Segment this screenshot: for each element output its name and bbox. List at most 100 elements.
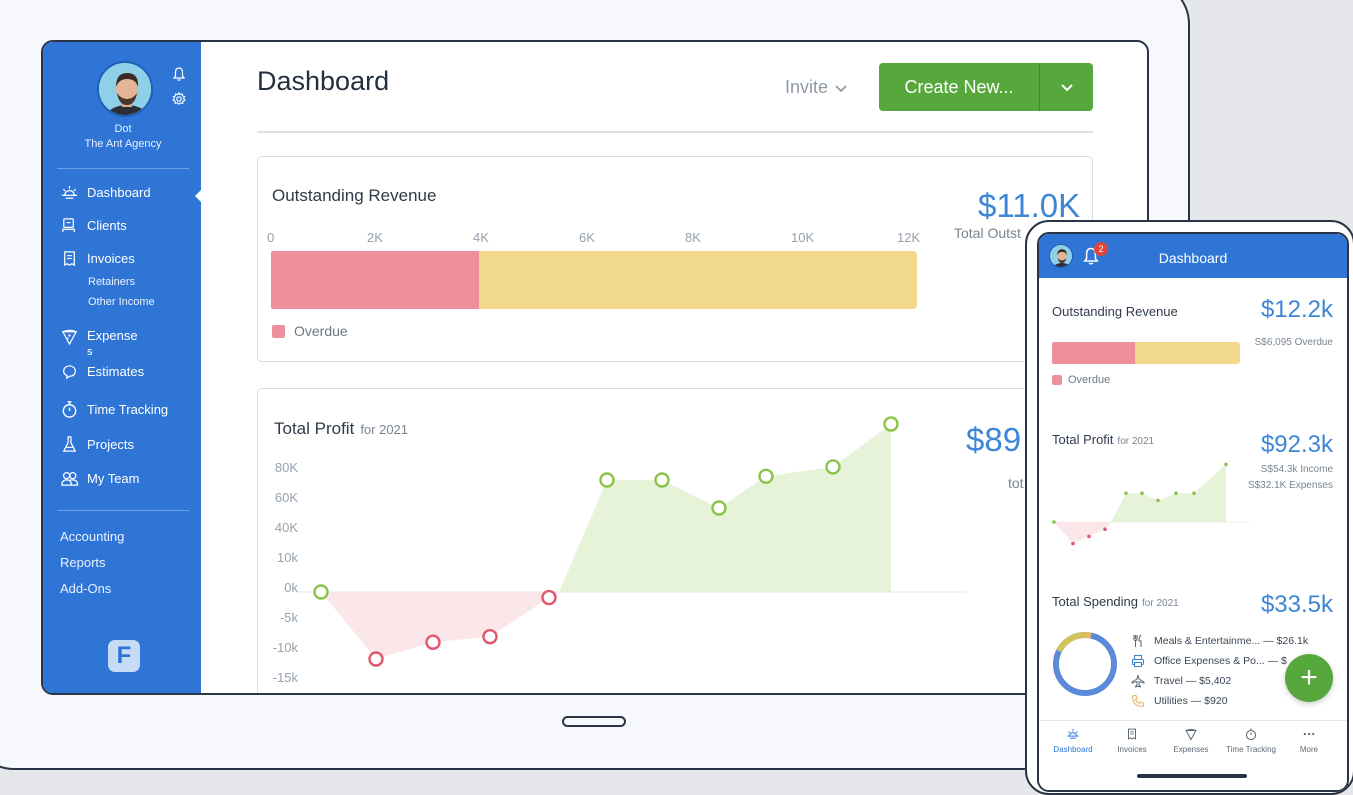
tab-more[interactable]: More <box>1279 727 1339 754</box>
phone-screen: 2 Dashboard Outstanding Revenue $12.2k S… <box>1037 232 1349 792</box>
axis-tick-label: 12K <box>897 230 921 245</box>
axis-tick-label: 8K <box>685 230 701 245</box>
profit-title: Total Profit <box>274 419 355 438</box>
phone-revenue-bar[interactable] <box>1052 342 1240 364</box>
button-divider <box>1039 63 1040 111</box>
chevron-down-icon <box>1060 84 1073 92</box>
tab-expenses[interactable]: Expenses <box>1161 727 1221 754</box>
spending-item-travel[interactable]: Travel — $5,402 <box>1131 674 1231 688</box>
data-point[interactable] <box>758 468 774 484</box>
y-tick-label: 80K <box>274 460 298 475</box>
estimates-icon <box>63 365 76 380</box>
outstanding-revenue-card[interactable]: Outstanding Revenue $11.0K Total Outst 0… <box>257 156 1093 362</box>
phone-revenue-title: Outstanding Revenue <box>1052 304 1178 319</box>
tab-invoices[interactable]: Invoices <box>1102 727 1162 754</box>
overdue-legend: Overdue <box>272 323 348 339</box>
total-profit-card[interactable]: Total Profit for 2021 $89 tot 80K 60K 40K 10… <box>257 388 1093 693</box>
y-tick-label: 40K <box>274 520 298 535</box>
data-point[interactable] <box>541 589 557 606</box>
sidebar-item-label: Estimates <box>87 364 145 379</box>
axis-tick-label: 2K <box>367 230 383 245</box>
data-point[interactable] <box>711 500 727 516</box>
legend-label: Overdue <box>294 323 348 339</box>
tab-dashboard[interactable]: Dashboard <box>1043 727 1103 754</box>
sidebar-item-invoices[interactable]: Invoices <box>60 249 135 268</box>
profit-amount: $89 <box>966 421 1022 458</box>
phone-positive-area <box>1111 464 1226 522</box>
phone-overdue-bar[interactable] <box>1052 342 1135 364</box>
freshbooks-logo: F <box>108 640 140 672</box>
sidebar-item-estimates[interactable]: Estimates <box>60 362 144 381</box>
phone-home-indicator <box>1137 774 1247 778</box>
team-icon <box>61 471 79 486</box>
data-point[interactable] <box>654 472 670 488</box>
phone-revenue-caption: S$6,095 Overdue <box>1254 337 1333 348</box>
phone-data-point <box>1087 534 1091 539</box>
phone-title: Dashboard <box>1158 250 1228 266</box>
data-point[interactable] <box>883 416 899 432</box>
phone-profit-expenses: S$32.1K Expenses <box>1247 480 1333 491</box>
notification-badge: 2 <box>1094 242 1108 256</box>
data-point[interactable] <box>313 584 329 600</box>
y-tick-label: 60K <box>274 490 298 505</box>
printer-icon <box>1131 654 1145 668</box>
phone-negative-area <box>1054 522 1111 544</box>
more-dots-icon <box>1303 732 1315 736</box>
sidebar-item-accounting[interactable]: Accounting <box>60 529 125 544</box>
sidebar-item-label: Clients <box>87 218 127 233</box>
data-point[interactable] <box>368 651 384 667</box>
sidebar-item-projects[interactable]: Projects <box>60 435 134 454</box>
phone-profit-title: Total Profit for 2021 <box>1052 432 1155 447</box>
tab-time-tracking[interactable]: Time Tracking <box>1221 727 1281 754</box>
card-title: Outstanding Revenue <box>272 186 437 205</box>
tablet-home-button <box>562 716 626 727</box>
create-new-dropdown[interactable] <box>1040 63 1093 111</box>
overdue-bar[interactable] <box>271 251 480 309</box>
bell-icon[interactable] <box>171 66 187 82</box>
sidebar-item-add-ons[interactable]: Add-Ons <box>60 581 112 596</box>
spending-item-office[interactable]: Office Expenses & Po... — $ <box>1131 654 1287 668</box>
phone-profit-chart <box>1049 462 1249 546</box>
spending-item-utilities[interactable]: Utilities — $920 <box>1131 694 1228 708</box>
sidebar-item-expenses[interactable]: Expense s <box>60 327 138 361</box>
sidebar-divider <box>57 168 189 169</box>
invite-button[interactable]: Invite <box>785 77 848 98</box>
add-fab-button[interactable]: + <box>1285 654 1333 702</box>
phone-overdue-legend: Overdue <box>1052 374 1110 386</box>
y-tick-label: 10k <box>277 550 298 565</box>
outstanding-bar[interactable] <box>271 251 917 309</box>
spending-item-meals[interactable]: Meals & Entertainme... — $26.1k <box>1131 634 1308 648</box>
clients-icon <box>62 218 75 233</box>
data-point[interactable] <box>482 628 498 645</box>
sidebar-subitem-retainers[interactable]: Retainers <box>88 276 136 288</box>
phone-frame: 2 Dashboard Outstanding Revenue $12.2k S… <box>1025 220 1353 795</box>
sidebar-item-label: Time Tracking <box>87 402 169 417</box>
outstanding-caption: Total Outst <box>954 225 1021 241</box>
legend-swatch <box>1052 375 1062 385</box>
data-point[interactable] <box>599 472 615 488</box>
sidebar-item-time-tracking[interactable]: Time Tracking <box>60 400 168 419</box>
dashboard-sun-icon <box>61 185 78 199</box>
sidebar-item-reports[interactable]: Reports <box>60 555 106 570</box>
create-new-button[interactable]: Create New... <box>879 63 1093 111</box>
y-tick-label: -5k <box>279 610 298 625</box>
avatar[interactable] <box>97 61 153 117</box>
data-point[interactable] <box>425 634 441 650</box>
card-title: Total Profit for 2021 <box>274 419 408 439</box>
axis-tick-label: 4K <box>473 230 489 245</box>
sidebar-subitem-other-income[interactable]: Other Income <box>88 296 155 308</box>
sidebar-item-dashboard[interactable]: Dashboard <box>60 183 151 202</box>
phone-revenue-amount: $12.2k <box>1260 296 1333 323</box>
sidebar-item-my-team[interactable]: My Team <box>60 469 140 488</box>
phone-data-point <box>1052 520 1056 524</box>
data-point[interactable] <box>825 459 841 475</box>
sidebar-item-label: Projects <box>87 437 134 452</box>
sidebar-item-clients[interactable]: Clients <box>60 216 127 235</box>
phone-spending-amount: $33.5k <box>1260 591 1333 618</box>
phone-avatar[interactable] <box>1049 244 1073 268</box>
gear-icon[interactable] <box>171 91 187 107</box>
invite-label: Invite <box>785 77 829 97</box>
y-tick-label: 0k <box>284 580 298 595</box>
outstanding-amount: $11.0K <box>978 187 1081 224</box>
stopwatch-icon <box>62 401 77 418</box>
